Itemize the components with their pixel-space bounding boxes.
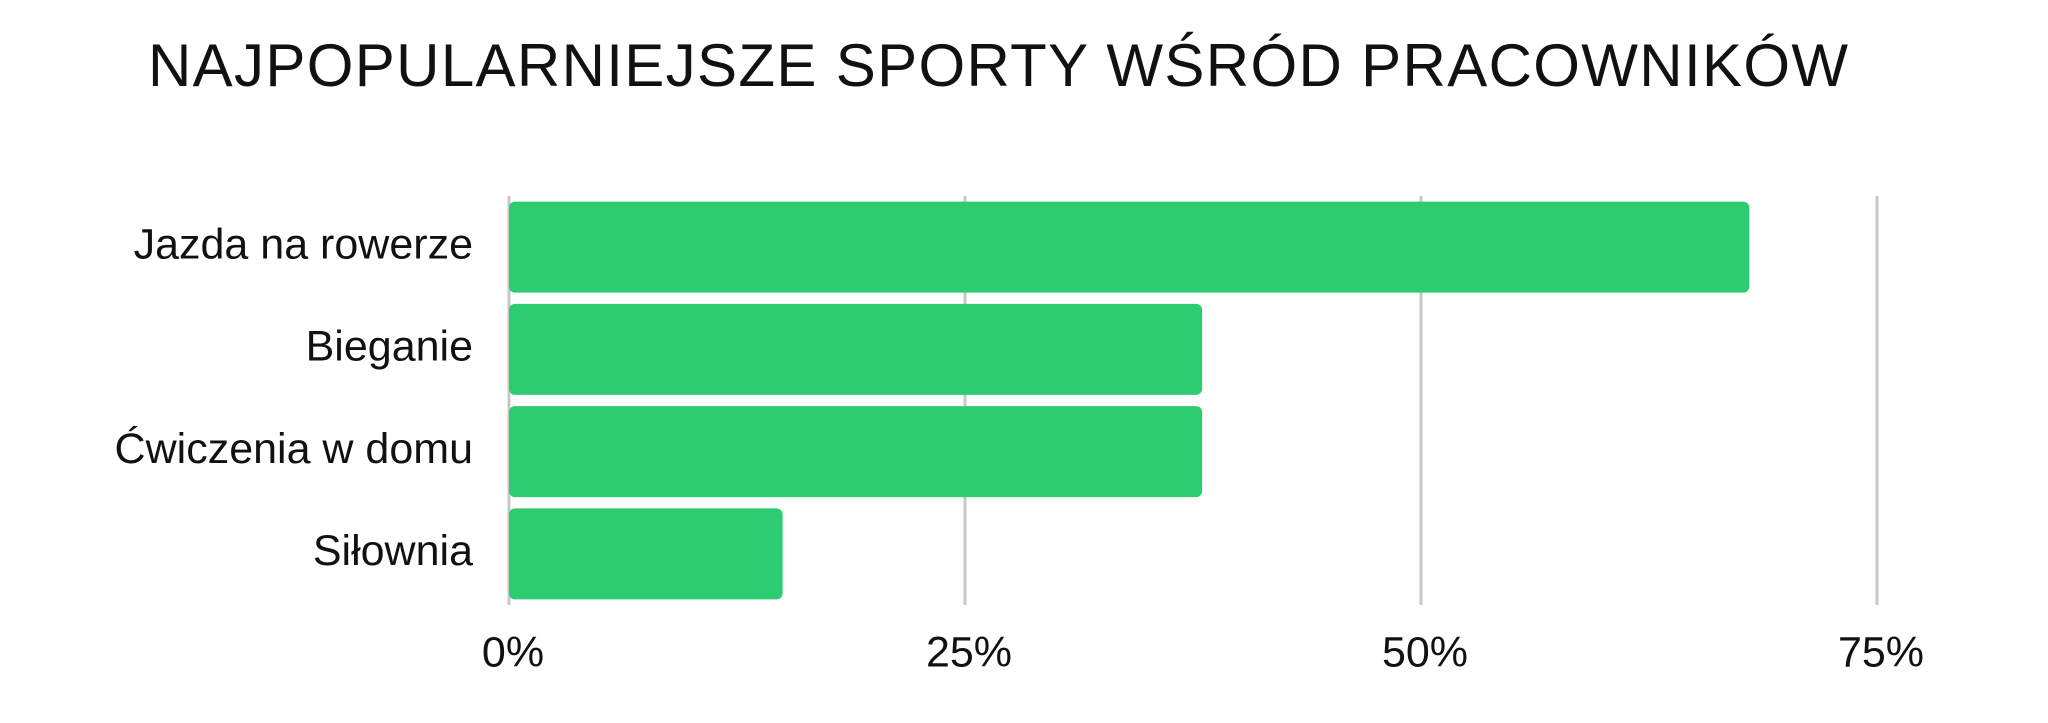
chart-title: NAJPOPULARNIEJSZE SPORTY WŚRÓD PRACOWNIK… <box>148 32 1848 99</box>
x-tick-label: 25% <box>926 628 1012 676</box>
x-tick-label: 50% <box>1382 628 1468 676</box>
bar <box>509 406 1203 498</box>
y-tick-label: Ćwiczenia w domu <box>115 425 473 473</box>
y-tick-label: Jazda na rowerze <box>134 220 473 268</box>
x-tick-label: 75% <box>1838 628 1924 676</box>
y-tick-label: Siłownia <box>313 527 473 575</box>
x-tick-label: 0% <box>482 628 544 676</box>
y-tick-label: Bieganie <box>306 323 473 371</box>
bar <box>509 201 1750 293</box>
bar <box>509 508 783 600</box>
bar <box>509 303 1203 395</box>
